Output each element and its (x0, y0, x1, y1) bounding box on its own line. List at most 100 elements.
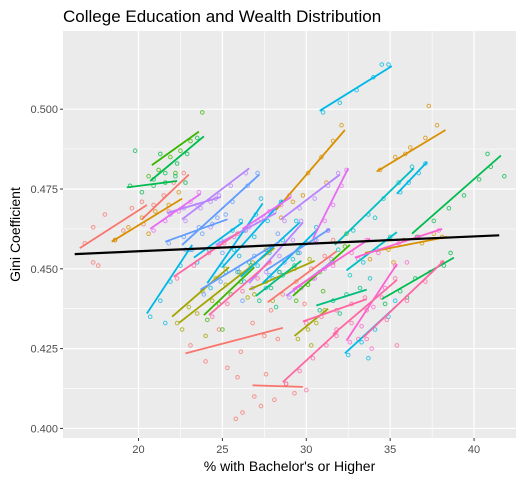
group-trend-line (240, 221, 301, 278)
y-axis-title: Gini Coefficient (7, 187, 23, 282)
data-point (367, 276, 373, 281)
data-point (396, 180, 401, 185)
group-trend-line (332, 279, 398, 335)
data-point (198, 205, 203, 211)
data-point (90, 260, 96, 265)
y-tick-label: 0.500 (30, 104, 58, 116)
group-trend-line (267, 250, 338, 304)
data-point (337, 100, 343, 106)
data-point (223, 212, 228, 217)
data-point (153, 209, 158, 214)
data-point (146, 173, 151, 179)
data-point (126, 225, 131, 230)
group-trend-line (362, 260, 445, 339)
data-point (423, 161, 428, 166)
data-point (240, 288, 245, 294)
data-point (245, 295, 250, 300)
data-point (139, 199, 145, 205)
data-point (295, 250, 301, 256)
data-point (188, 343, 193, 348)
data-point (139, 189, 145, 195)
data-point (181, 170, 187, 176)
group-trend-line (312, 167, 350, 239)
data-point (194, 311, 200, 316)
data-point (502, 173, 507, 179)
data-point (240, 298, 245, 304)
data-point (238, 349, 244, 355)
data-point (277, 269, 282, 275)
data-point (179, 327, 185, 332)
data-point (176, 189, 182, 195)
y-tick-labels: 0.400 0.425 0.450 0.475 0.500 (30, 104, 58, 435)
data-point (347, 339, 353, 345)
data-point (293, 298, 299, 304)
data-point (236, 253, 242, 259)
data-point (268, 285, 274, 291)
group-trend-lines (79, 65, 502, 388)
x-tick-label: 20 (132, 444, 144, 456)
data-point (404, 298, 410, 304)
data-point (263, 371, 269, 377)
data-point (173, 173, 178, 179)
data-point (102, 212, 108, 217)
group-trend-line (181, 167, 250, 221)
group-trend-line (255, 260, 302, 297)
group-trend-line (252, 384, 303, 388)
data-point (307, 256, 312, 262)
group-trend-line (280, 173, 341, 221)
group-trend-line (221, 199, 284, 268)
data-point (225, 301, 230, 307)
data-point (252, 292, 257, 297)
group-trend-line (265, 228, 331, 272)
group-trend-line (146, 244, 193, 314)
data-point (265, 218, 271, 224)
y-tick-label: 0.425 (30, 344, 58, 356)
y-tick-label: 0.475 (30, 184, 58, 196)
group-trend-line (164, 218, 228, 243)
data-point (319, 154, 324, 160)
data-point (426, 103, 432, 109)
data-point (300, 193, 306, 198)
data-point (178, 148, 183, 153)
data-point (448, 250, 453, 256)
data-point (129, 205, 135, 211)
data-point (277, 253, 282, 259)
data-point (163, 170, 168, 176)
group-trend-line (149, 193, 202, 230)
data-point (255, 263, 260, 268)
group-trend-line (206, 202, 264, 284)
group-trend-line (111, 197, 183, 243)
data-point (359, 324, 364, 329)
data-point (349, 320, 354, 326)
data-point (317, 308, 323, 313)
data-point (295, 336, 301, 342)
data-point (297, 250, 302, 256)
data-point (461, 193, 467, 198)
data-point (379, 62, 385, 67)
data-point (275, 336, 281, 342)
chart-title: College Education and Wealth Distributio… (63, 7, 381, 26)
data-point (210, 298, 215, 304)
group-trend-line (376, 129, 446, 173)
group-trend-line (293, 308, 329, 337)
data-point (392, 154, 398, 160)
data-point (255, 276, 260, 281)
data-point (366, 355, 371, 361)
data-point (132, 148, 138, 153)
data-point (218, 279, 223, 284)
data-point (434, 122, 440, 128)
group-trend-line (354, 228, 443, 259)
data-point (369, 346, 375, 351)
x-tick-labels: 20 25 30 35 40 (132, 444, 480, 456)
data-point (282, 218, 287, 224)
data-point (203, 333, 208, 339)
data-point (200, 110, 205, 115)
group-trend-line (411, 154, 502, 235)
data-point (337, 311, 343, 316)
data-point (220, 327, 225, 332)
data-point (200, 231, 205, 236)
data-point (367, 256, 373, 262)
overall-trend-line (74, 234, 500, 256)
data-point (257, 298, 262, 304)
